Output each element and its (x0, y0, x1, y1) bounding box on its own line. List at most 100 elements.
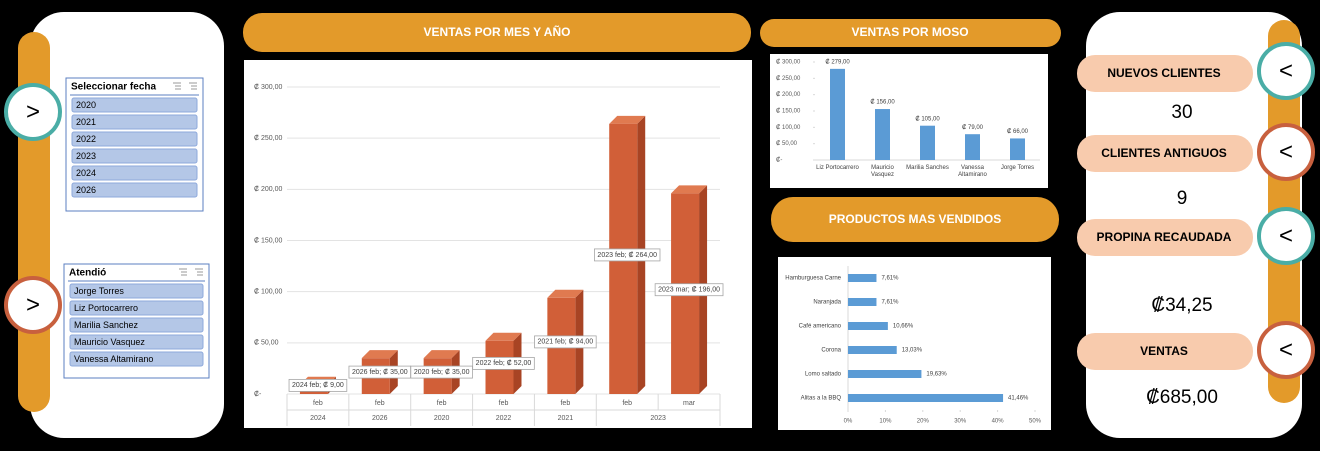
y-tick-label: ₡ 50,00 (254, 339, 279, 347)
nav-button[interactable] (1257, 42, 1315, 100)
kpi-label: PROPINA RECAUDADA (1097, 230, 1232, 244)
data-label-box (594, 248, 661, 262)
nav-button[interactable] (4, 276, 62, 334)
y-tick-label: ₡- (254, 390, 262, 398)
data-label: ₡ 66,00 (1007, 129, 1029, 135)
chart-panel (770, 54, 1048, 188)
y-tick-label: Naranjada (813, 300, 841, 306)
nav-button[interactable] (1257, 207, 1315, 265)
slicer-item[interactable] (71, 97, 198, 113)
chart-title: VENTAS POR MOSO (851, 25, 968, 39)
slicer-item[interactable] (69, 351, 204, 367)
slicer-item[interactable] (71, 148, 198, 164)
bar-top (547, 289, 584, 298)
x-group-label: 2026 (372, 415, 388, 422)
bar-top (485, 332, 522, 341)
x-tick-label: feb (499, 400, 509, 407)
slicer-item[interactable] (71, 165, 198, 181)
chart-title: PRODUCTOS MAS VENDIDOS (829, 212, 1001, 226)
nav-button[interactable] (4, 83, 62, 141)
kpi-label: NUEVOS CLIENTES (1107, 66, 1220, 80)
chart-panel (778, 257, 1051, 430)
data-label: ₡ 156,00 (870, 100, 895, 106)
multi-select-icon[interactable] (173, 82, 181, 90)
y-tick-label: ₡ 250,00 (776, 76, 801, 82)
nav-button[interactable] (1257, 123, 1315, 181)
data-label: 2020 feb; ₡ 35,00 (414, 368, 470, 376)
clear-filter-icon[interactable] (195, 268, 203, 276)
slicer-item-label: Vanessa Altamirano (74, 354, 153, 364)
y-tick-label: Café americano (799, 324, 842, 330)
y-tick-label: ₡ 300,00 (776, 60, 801, 66)
x-tick-label: 30% (954, 419, 967, 425)
kpi-value: ₡685,00 (1146, 387, 1218, 408)
x-tick-label: Jorge Torres (1000, 165, 1035, 171)
bar-top (361, 350, 398, 359)
x-group-label: 2024 (310, 415, 326, 422)
data-label: 2023 feb; ₡ 264,00 (597, 251, 657, 259)
data-label: 2021 feb; ₡ 94,00 (538, 338, 594, 346)
data-label: 2023 mar; ₡ 196,00 (658, 286, 720, 294)
slicer-item[interactable] (69, 317, 204, 333)
x-tick-label: feb (560, 400, 570, 407)
data-label: 7,61% (881, 300, 899, 306)
x-tick-label: feb (622, 400, 632, 407)
nav-button[interactable] (1257, 321, 1315, 379)
data-label: 41,46% (1008, 396, 1029, 402)
data-label: 7,61% (881, 276, 899, 282)
x-tick-label: Mauricio Vasquez (871, 165, 894, 178)
slicer-item[interactable] (69, 334, 204, 350)
slicer-item[interactable] (71, 131, 198, 147)
y-tick-label: ₡ 50,00 (776, 141, 798, 147)
data-label: 2022 feb; ₡ 52,00 (476, 359, 532, 367)
slicer-item-label: Jorge Torres (74, 286, 124, 296)
x-tick-label: 40% (992, 419, 1005, 425)
data-label-box (534, 335, 597, 349)
data-label: 13,03% (902, 348, 923, 354)
slicer-item[interactable] (69, 283, 204, 299)
y-tick-label: ₡- (776, 158, 782, 164)
y-tick-label: ₡ 200,00 (776, 92, 801, 98)
bar (920, 125, 935, 160)
x-group-label: 2021 (558, 415, 574, 422)
clear-filter-icon[interactable] (189, 82, 197, 90)
nav-arrow: > (26, 98, 40, 125)
slicer-item-label: 2021 (76, 117, 96, 127)
bar (965, 134, 980, 160)
bar (848, 298, 877, 306)
slicer-item-label: 2023 (76, 151, 96, 161)
slicer-item[interactable] (71, 114, 198, 130)
bar (1010, 138, 1025, 160)
title-banner (243, 13, 751, 52)
slicer-item[interactable] (71, 182, 198, 198)
y-tick-label: Lomo saltado (805, 372, 842, 378)
slicer-item-label: 2020 (76, 100, 96, 110)
kpi-label: VENTAS (1140, 344, 1188, 358)
y-tick-label: Hamburguesa Carne (785, 276, 841, 282)
y-tick-label: ₡ 100,00 (254, 288, 283, 296)
slicer-item-label: 2024 (76, 168, 96, 178)
data-label: ₡ 279,00 (825, 59, 850, 65)
x-tick-label: feb (437, 400, 447, 407)
slicer-title: Atendió (69, 268, 106, 279)
slicer-item[interactable] (69, 300, 204, 316)
x-tick-label: 20% (917, 419, 930, 425)
y-tick-label: ₡ 100,00 (776, 125, 801, 131)
bar (848, 274, 877, 282)
x-group-label: 2022 (496, 415, 512, 422)
kpi-pill (1077, 135, 1253, 172)
data-label: 10,66% (893, 324, 914, 330)
bar (848, 322, 888, 330)
multi-select-icon[interactable] (179, 268, 187, 276)
nav-arrow: < (1279, 222, 1293, 249)
x-tick-label: 10% (879, 419, 892, 425)
data-label-box (410, 365, 473, 379)
data-label: 2026 feb; ₡ 35,00 (352, 368, 408, 376)
data-label-box (472, 356, 535, 370)
kpi-pill (1077, 219, 1253, 256)
data-label: ₡ 79,00 (962, 125, 984, 131)
title-banner (771, 197, 1059, 242)
slicer-item-label: 2022 (76, 134, 96, 144)
